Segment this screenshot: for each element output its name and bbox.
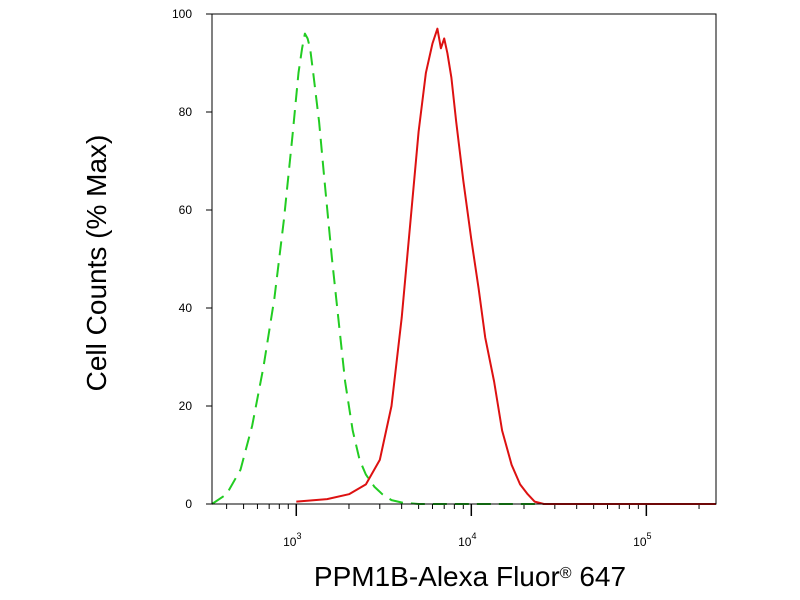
y-tick-label: 0 (185, 497, 192, 511)
x-tick-label: 105 (633, 531, 651, 549)
plot-frame (211, 13, 717, 505)
x-tick-label: 103 (283, 531, 301, 549)
y-tick-label: 20 (179, 399, 193, 413)
y-tick-label: 100 (172, 7, 192, 21)
x-axis-ticks: 103 104 105 (226, 504, 700, 549)
series-line-2 (296, 27, 716, 505)
x-axis-title-tail: 647 (572, 561, 627, 592)
y-tick-label: 80 (179, 105, 193, 119)
registered-mark: ® (560, 565, 572, 582)
y-axis-title: Cell Counts (% Max) (81, 135, 112, 392)
series-line-1 (211, 32, 716, 505)
series-layer (211, 27, 716, 505)
x-axis-title-main: PPM1B-Alexa Fluor (314, 561, 560, 592)
x-axis-title: PPM1B-Alexa Fluor® 647 (314, 561, 626, 592)
x-tick-label: 104 (458, 531, 476, 549)
y-tick-label: 60 (179, 203, 193, 217)
y-tick-label: 40 (179, 301, 193, 315)
y-axis-ticks: 0 20 40 60 80 100 (172, 7, 212, 511)
